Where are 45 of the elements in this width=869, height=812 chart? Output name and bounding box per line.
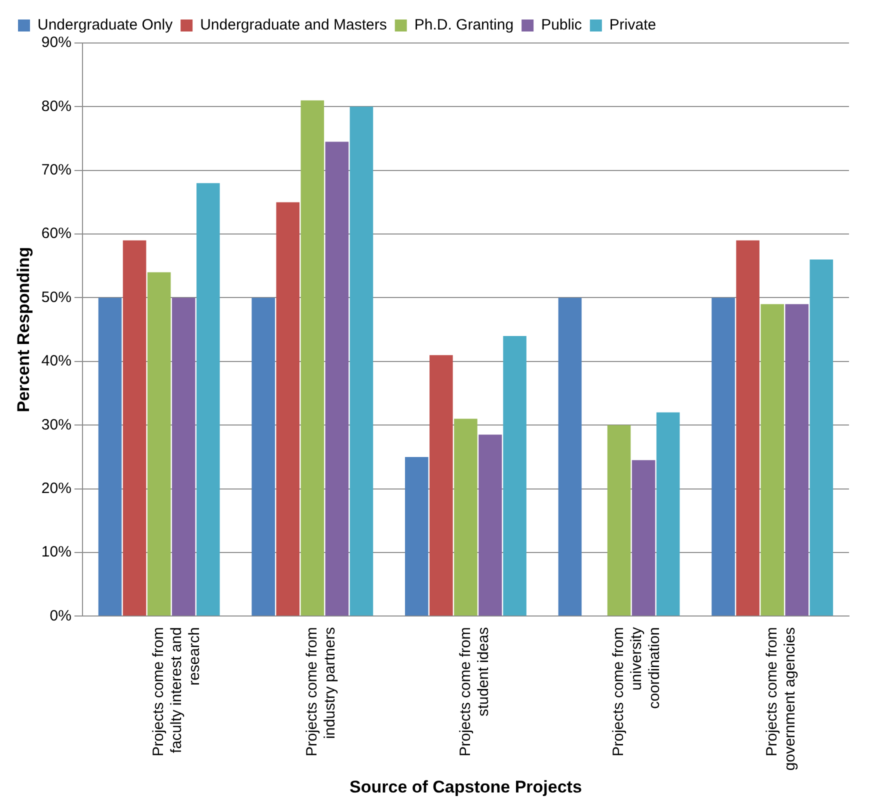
y-tick-label: 60% — [41, 225, 72, 242]
y-tick-label: 90% — [41, 34, 72, 52]
bar — [98, 298, 122, 616]
bar — [607, 425, 631, 616]
bar — [122, 240, 146, 616]
legend-label: Public — [541, 16, 582, 34]
x-tick-label: Projects come from industry partners — [304, 627, 339, 756]
y-tick-label: 10% — [41, 544, 72, 561]
x-tick-label: Projects come from university coordination — [610, 626, 664, 756]
legend-label: Ph.D. Granting — [414, 16, 514, 34]
bar — [350, 106, 374, 616]
bar — [785, 304, 809, 616]
bar — [736, 240, 760, 616]
bar — [810, 260, 834, 616]
bar — [558, 298, 582, 616]
bar — [760, 304, 784, 616]
bar — [300, 100, 324, 616]
legend-label: Private — [609, 16, 656, 34]
bar — [196, 183, 220, 616]
legend-label: Undergraduate and Masters — [200, 16, 387, 34]
bar — [454, 418, 478, 616]
bar — [632, 460, 656, 616]
bar — [405, 456, 428, 616]
legend-label: Undergraduate Only — [38, 16, 174, 34]
x-tick-label: Projects come from student ideas — [456, 627, 492, 756]
y-tick-label: 30% — [41, 416, 72, 434]
bar — [712, 298, 735, 616]
y-tick-label: 70% — [41, 162, 72, 179]
bar — [478, 434, 502, 616]
x-axis-title: Source of Capstone Projects — [350, 777, 582, 796]
x-tick-label: Projects come from faculty interest and research — [150, 627, 204, 756]
bar — [430, 355, 453, 616]
bar — [656, 412, 680, 616]
y-tick-label: 50% — [41, 288, 72, 306]
bar — [252, 298, 275, 616]
y-tick-label: 0% — [50, 607, 72, 624]
bar — [325, 142, 349, 616]
y-tick-label: 80% — [41, 98, 72, 115]
y-tick-label: 40% — [41, 352, 72, 370]
bar — [503, 336, 526, 616]
y-axis-title: Percent Responding — [14, 246, 33, 412]
bar — [147, 272, 171, 616]
y-tick-label: 20% — [41, 480, 72, 497]
bar — [172, 298, 196, 616]
bar — [276, 202, 300, 616]
